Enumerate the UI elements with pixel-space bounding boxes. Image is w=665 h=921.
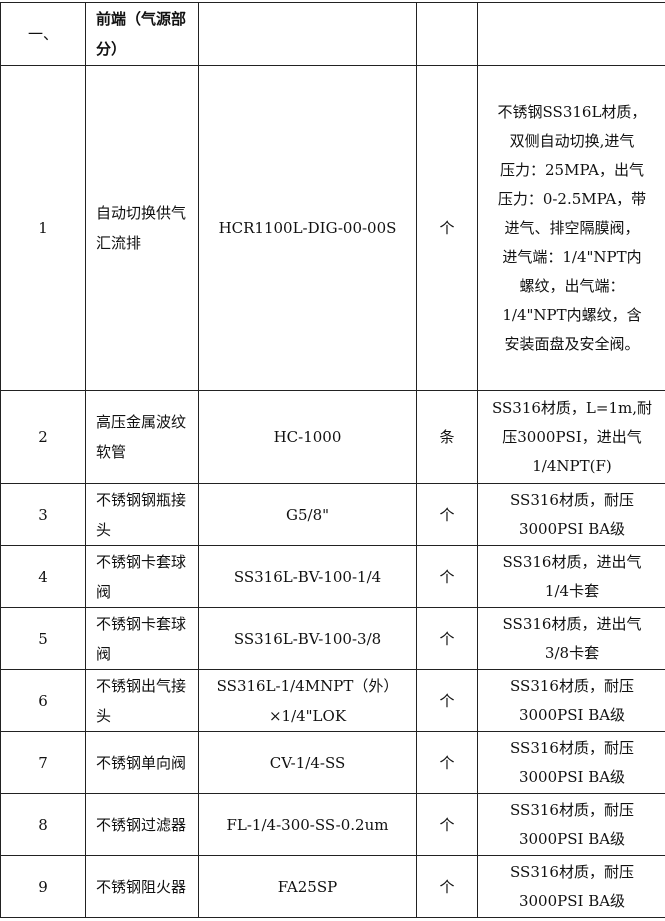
item-name: 自动切换供气汇流排 (86, 66, 199, 391)
item-model: SS316L-BV-100-3/8 (199, 608, 417, 670)
item-description: 不锈钢SS316L材质， 双侧自动切换,进气 压力：25MPA，出气 压力：0-… (478, 66, 665, 391)
item-description: SS316材质，耐压 3000PSI BA级 (478, 670, 665, 732)
item-model: HC-1000 (199, 391, 417, 484)
item-number: 4 (1, 546, 86, 608)
item-number: 6 (1, 670, 86, 732)
item-description: SS316材质，L=1m,耐 压3000PSI，进出气 1/4NPT(F) (478, 391, 665, 484)
item-unit: 个 (417, 546, 478, 608)
item-model: G5/8" (199, 484, 417, 546)
item-model: CV-1/4-SS (199, 732, 417, 794)
item-description: SS316材质，耐压 3000PSI BA级 (478, 856, 665, 918)
item-number: 5 (1, 608, 86, 670)
item-name: 不锈钢阻火器 (86, 856, 199, 918)
item-name: 不锈钢过滤器 (86, 794, 199, 856)
section-header-row: 一、 前端（气源部分） (1, 3, 665, 66)
item-unit: 个 (417, 66, 478, 391)
item-description: SS316材质，进出气 3/8卡套 (478, 608, 665, 670)
item-number: 1 (1, 66, 86, 391)
item-unit: 个 (417, 856, 478, 918)
item-name: 不锈钢钢瓶接头 (86, 484, 199, 546)
item-name: 不锈钢单向阀 (86, 732, 199, 794)
item-model: SS316L-BV-100-1/4 (199, 546, 417, 608)
item-name: 不锈钢卡套球阀 (86, 608, 199, 670)
item-number: 7 (1, 732, 86, 794)
item-unit: 条 (417, 391, 478, 484)
item-unit: 个 (417, 794, 478, 856)
item-number: 8 (1, 794, 86, 856)
item-number: 3 (1, 484, 86, 546)
item-description: SS316材质，耐压 3000PSI BA级 (478, 484, 665, 546)
item-description: SS316材质，耐压 3000PSI BA级 (478, 794, 665, 856)
item-name: 高压金属波纹软管 (86, 391, 199, 484)
item-description: SS316材质，进出气 1/4卡套 (478, 546, 665, 608)
item-model: SS316L-1/4MNPT（外）×1/4"LOK (199, 670, 417, 732)
section-title: 前端（气源部分） (86, 3, 199, 66)
item-model: HCR1100L-DIG-00-00S (199, 66, 417, 391)
item-unit: 个 (417, 608, 478, 670)
item-name: 不锈钢卡套球阀 (86, 546, 199, 608)
section-number: 一、 (1, 3, 86, 66)
item-number: 2 (1, 391, 86, 484)
item-description: SS316材质，耐压 3000PSI BA级 (478, 732, 665, 794)
item-model: FL-1/4-300-SS-0.2um (199, 794, 417, 856)
item-model: FA25SP (199, 856, 417, 918)
item-name: 不锈钢出气接头 (86, 670, 199, 732)
item-unit: 个 (417, 670, 478, 732)
item-number: 9 (1, 856, 86, 918)
item-unit: 个 (417, 484, 478, 546)
item-unit: 个 (417, 732, 478, 794)
